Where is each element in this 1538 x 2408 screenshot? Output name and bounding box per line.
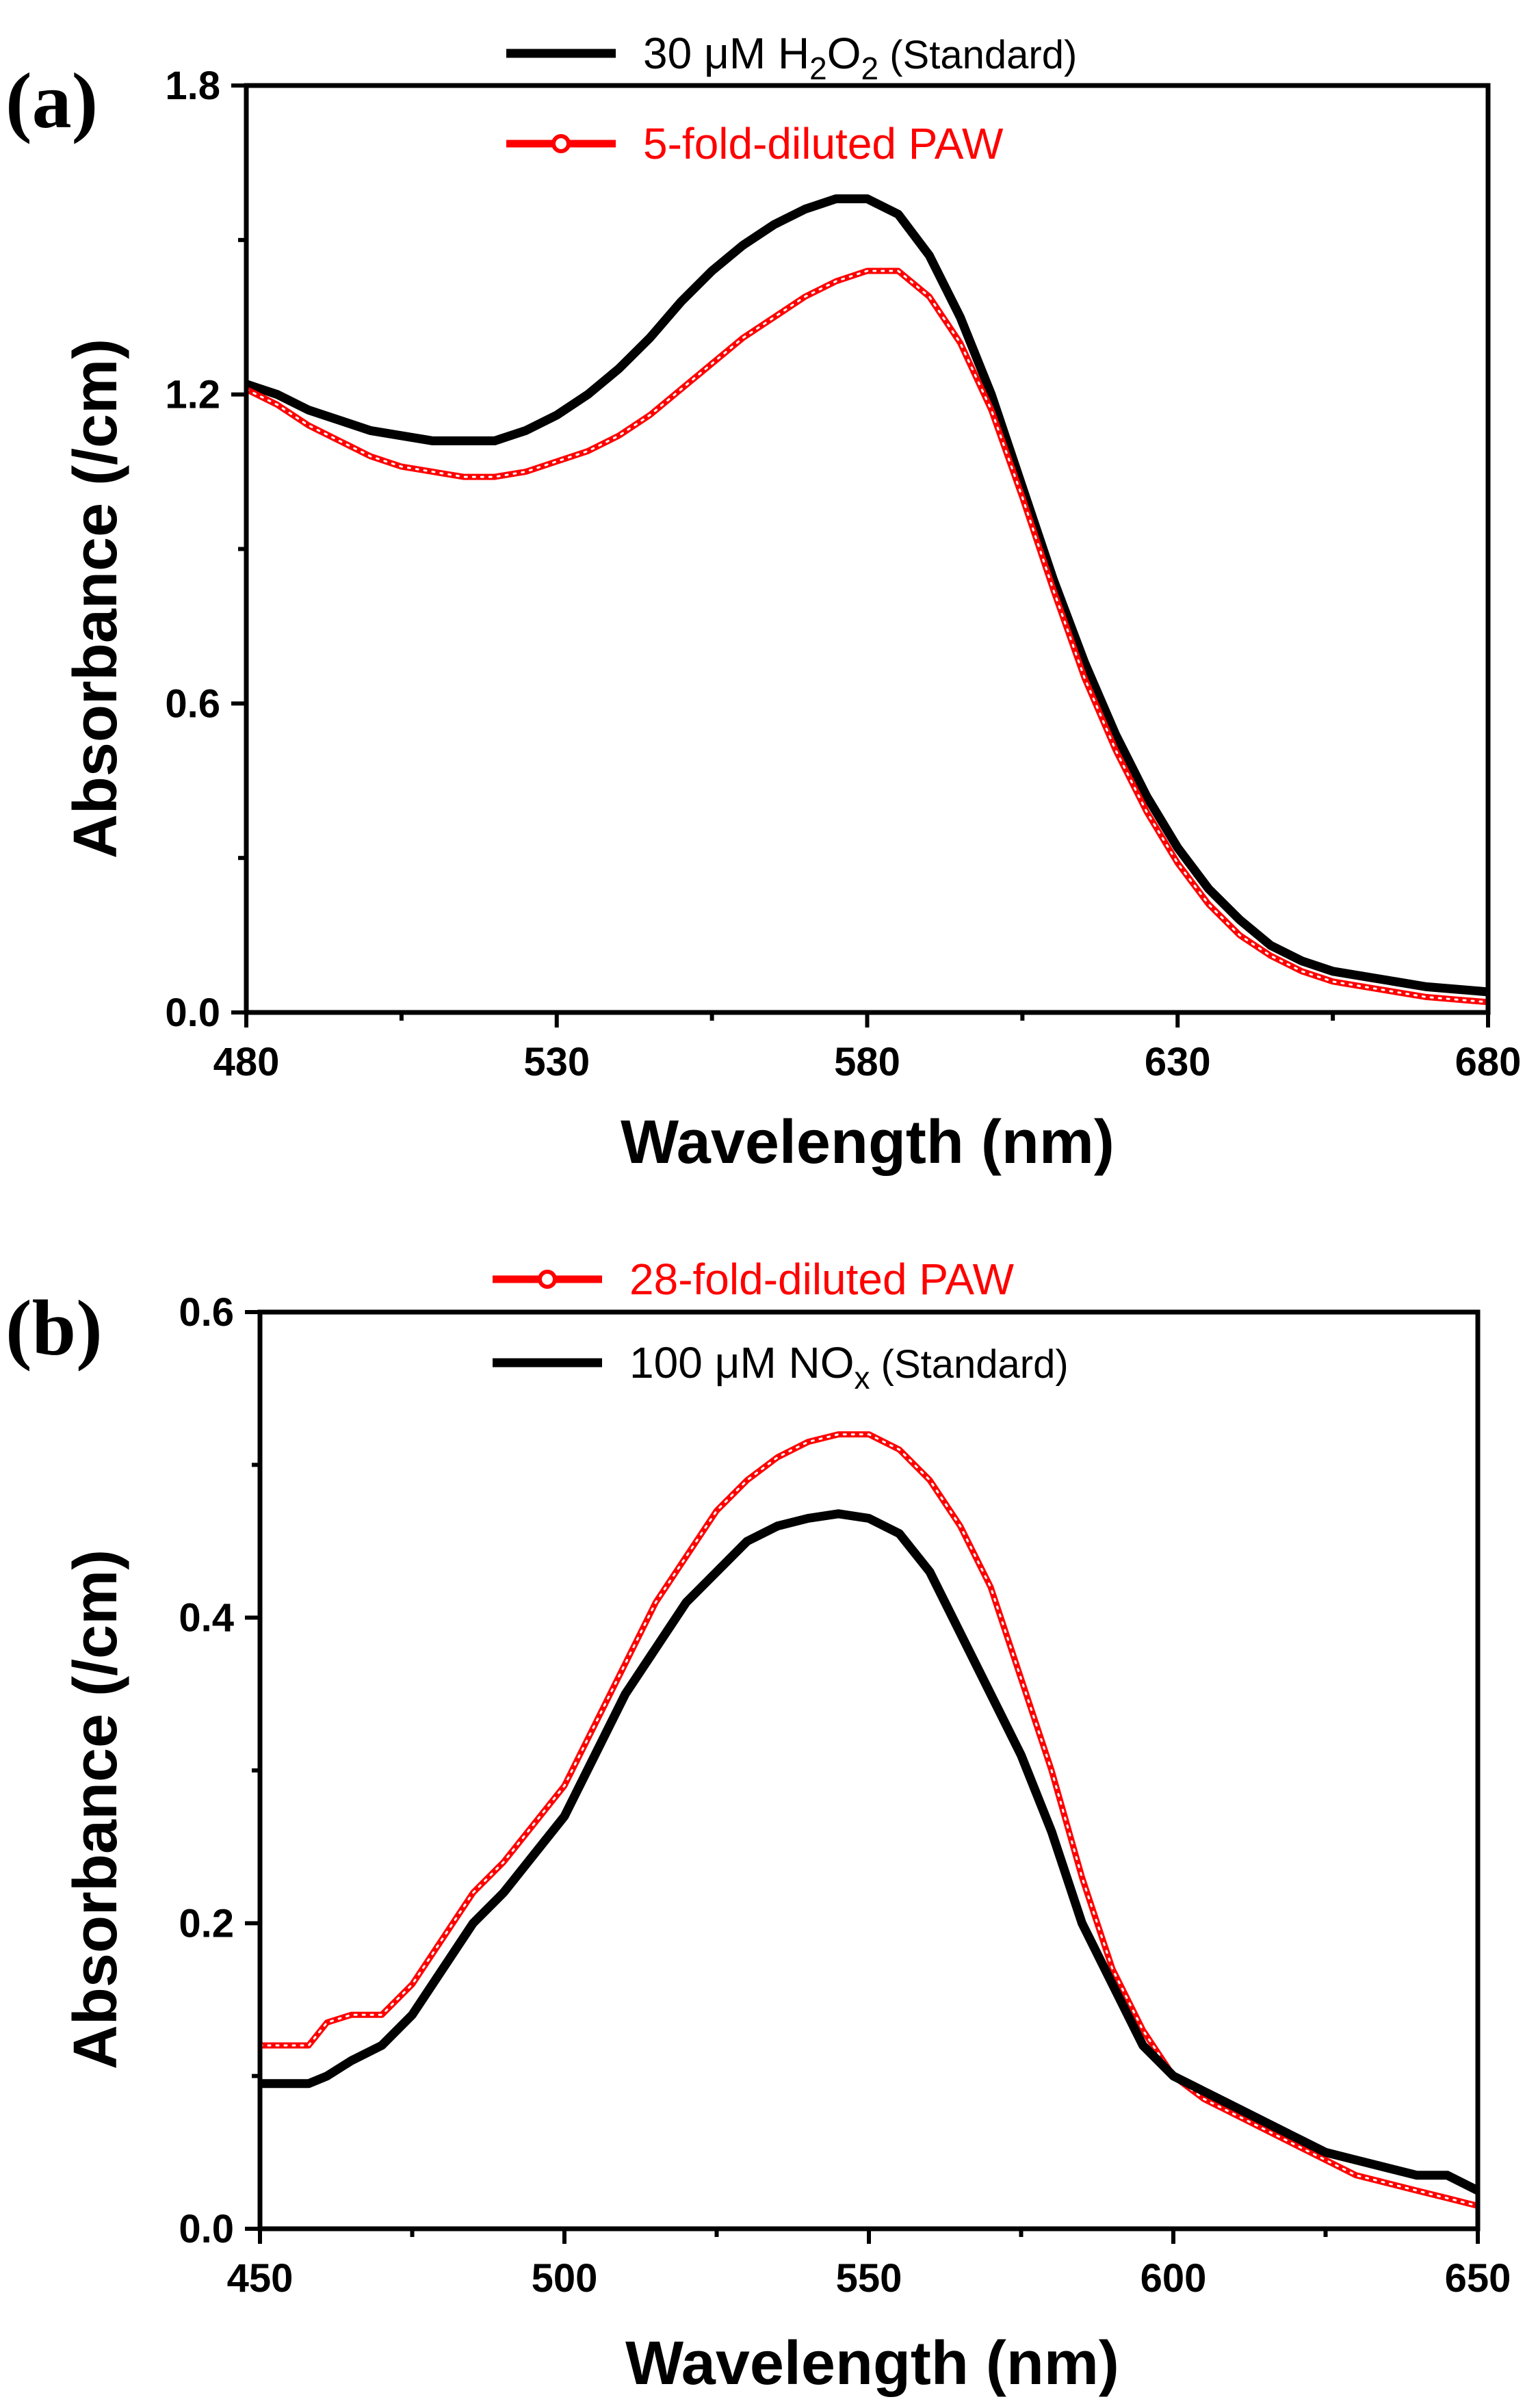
panel-a-x-axis-label: Wavelength (nm) [621,1108,1115,1177]
panel-a-x-tick-label: 480 [213,1040,280,1084]
panel-a-series-line-standard [246,194,1488,997]
panel-a-y-tick-label: 1.2 [165,373,220,417]
panel-b-legend-marker-circle [538,1270,557,1289]
panel-a-y-tick-label: 0.6 [165,681,220,726]
panel-b-y-tick-label: 0.6 [179,1290,234,1335]
panel-b-y-tick-label: 0.2 [179,1901,234,1946]
panel-a: (a) Wavelength (nm) Absorbance (/cm) 480… [5,29,1521,1177]
panel-a-series-markers-paw [246,270,1488,1004]
panel-a-y-tick-label: 1.8 [165,64,220,108]
panel-b-x-tick-label: 650 [1445,2256,1511,2301]
panel-b-series-markers-paw [260,1433,1478,2207]
panel-b: (b) Wavelength (nm) Absorbance (/cm) 450… [5,1255,1511,2398]
panel-b-x-tick-label: 450 [227,2256,294,2301]
panel-b-x-tick-label: 500 [532,2256,598,2301]
panel-b-series-line-standard [260,1509,1478,2195]
panel-b-x-axis-label: Wavelength (nm) [625,2329,1119,2398]
panel-b-x-tick-label: 550 [836,2256,902,2301]
panel-a-series [246,194,1488,1006]
panel-a-x-tick-label: 580 [834,1040,900,1084]
panel-b-series [260,1431,1478,2209]
panel-a-legend-label-paw: 5-fold-diluted PAW [643,119,1004,168]
panel-a-legend-label-standard: 30 μM H2O2 (Standard) [643,29,1077,86]
panel-b-plot-frame [257,1309,1481,2232]
panel-a-legend: 30 μM H2O2 (Standard) 5-fold-diluted PAW [506,29,1077,168]
panel-b-label: (b) [5,1285,103,1372]
panel-b-legend-label-standard: 100 μM NOx (Standard) [629,1338,1069,1396]
panel-a-legend-item-standard: 30 μM H2O2 (Standard) [506,29,1077,86]
panel-b-x-tick-label: 600 [1141,2256,1207,2301]
panel-a-plot-frame [244,83,1491,1015]
panel-a-x-tick-label: 680 [1455,1040,1522,1084]
panel-b-ticks: 450 500 550 600 650 0.0 0.2 0.4 0.6 [179,1290,1511,2301]
panel-b-legend-item-paw: 28-fold-diluted PAW [493,1255,1015,1304]
panel-a-label: (a) [5,57,98,145]
panel-b-y-tick-label: 0.0 [179,2207,234,2251]
panel-a-y-tick-label: 0.0 [165,991,220,1035]
panel-b-legend-label-paw: 28-fold-diluted PAW [629,1255,1015,1304]
panel-a-x-tick-label: 630 [1145,1040,1211,1084]
panel-a-legend-marker-circle [551,134,571,153]
panel-b-y-axis-label: Absorbance (/cm) [62,1549,130,2069]
panel-a-ticks: 480 530 580 630 680 0.0 0.6 1.2 1.8 [165,64,1521,1084]
panel-a-y-axis-label: Absorbance (/cm) [62,339,130,859]
panel-b-legend: 28-fold-diluted PAW 100 μM NOx (Standard… [493,1255,1069,1396]
panel-a-x-tick-label: 530 [523,1040,590,1084]
panel-b-legend-item-standard: 100 μM NOx (Standard) [493,1338,1069,1396]
panel-b-y-tick-label: 0.4 [179,1596,234,1640]
panel-a-legend-item-paw: 5-fold-diluted PAW [506,119,1004,168]
